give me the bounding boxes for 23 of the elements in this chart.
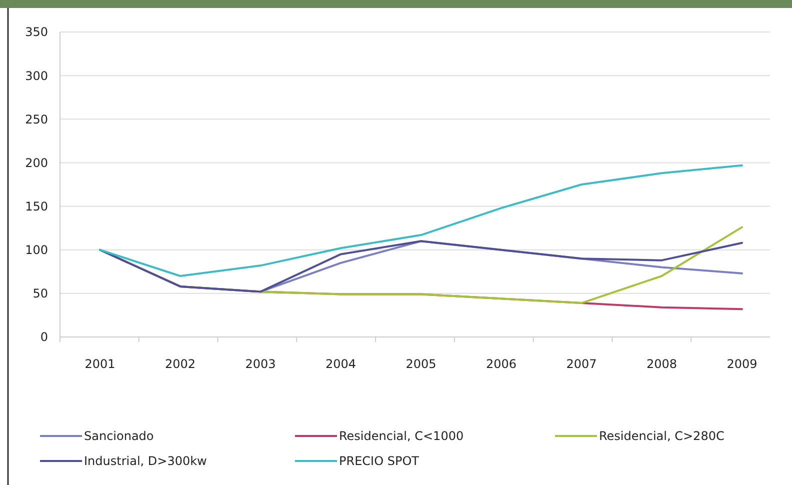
- x-tick-label: 2008: [646, 357, 678, 371]
- legend-label: Sancionado: [84, 429, 154, 444]
- x-tick-label: 2005: [406, 357, 436, 371]
- x-tick-label: 2001: [84, 357, 116, 371]
- x-tick-label: 2006: [486, 357, 517, 371]
- x-tick-label: 2002: [164, 357, 196, 371]
- line-series: [99, 164, 743, 277]
- legend-label: Residencial, C<1000: [339, 429, 464, 444]
- y-tick-label: 100: [25, 243, 48, 258]
- legend-label: Residencial, C>280C: [599, 429, 724, 444]
- y-tick-label: 350: [25, 25, 48, 40]
- y-tick-label: 50: [32, 286, 48, 301]
- y-tick-label: 200: [25, 156, 48, 170]
- legend-label: Industrial, D>300kw: [84, 454, 208, 468]
- legend-label: PRECIO SPOT: [339, 454, 420, 468]
- y-tick-label: 250: [25, 112, 48, 126]
- y-tick-label: 150: [25, 199, 48, 214]
- x-tick-label: 2004: [325, 357, 356, 371]
- y-tick-label: 0: [40, 330, 48, 344]
- x-tick-label: 2003: [245, 357, 276, 371]
- y-tick-label: 300: [25, 68, 48, 83]
- x-tick-label: 2007: [566, 357, 597, 371]
- x-tick-label: 2009: [726, 357, 758, 371]
